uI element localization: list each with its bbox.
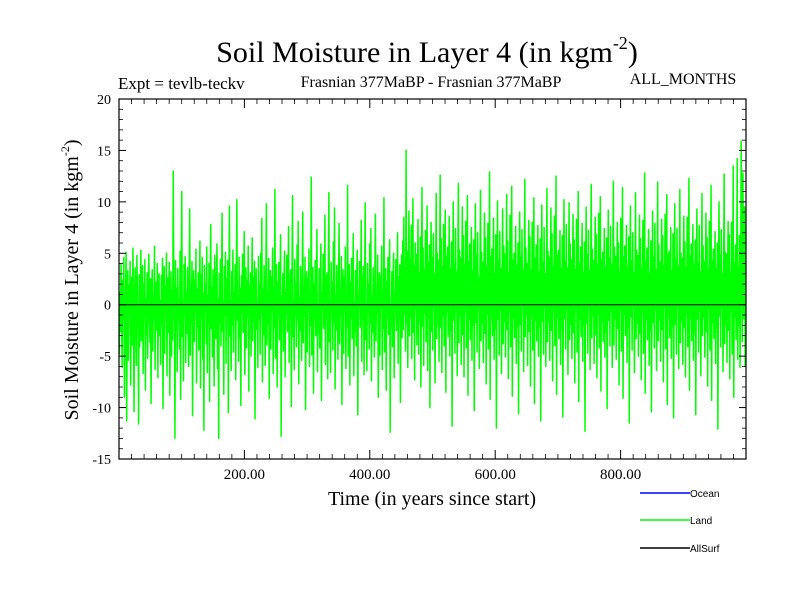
x-tick-label: 200.00 — [224, 467, 265, 483]
legend-label-land: Land — [690, 516, 712, 527]
x-tick-label: 800.00 — [600, 467, 641, 483]
chart-title: Soil Moisture in Layer 4 (in kgm-2) — [216, 33, 638, 69]
y-tick-label: 10 — [97, 196, 111, 211]
x-tick-label: 400.00 — [349, 467, 390, 483]
series-layer — [119, 140, 746, 440]
y-tick-label: -5 — [99, 350, 111, 365]
y-tick-label: -15 — [92, 453, 111, 468]
chart-title-close: ) — [628, 36, 638, 69]
y-tick-label: -10 — [92, 402, 111, 417]
legend: Ocean Land AllSurf — [640, 489, 720, 555]
y-axis-label-close: ) — [61, 139, 83, 146]
chart-title-superscript: -2 — [613, 33, 628, 53]
y-ticks: -15 -10 -5 0 5 10 15 20 — [92, 93, 746, 468]
subtitle-period: Frasnian 377MaBP - Frasnian 377MaBP — [301, 74, 562, 91]
legend-label-allsurf: AllSurf — [690, 544, 720, 555]
chart-title-main: Soil Moisture in Layer 4 (in kgm — [216, 36, 613, 69]
x-ticks: 200.00 400.00 600.00 800.00 — [131, 99, 734, 483]
y-tick-label: 15 — [97, 144, 111, 159]
y-tick-label: 0 — [104, 299, 111, 314]
y-axis-label-main: Soil Moisture in Layer 4 (in kgm — [61, 156, 83, 421]
y-axis-label: Soil Moisture in Layer 4 (in kgm-2) — [58, 139, 83, 420]
y-tick-label: 5 — [104, 247, 111, 262]
subtitle-expt: Expt = tevlb-teckv — [118, 74, 245, 93]
series-line-land — [119, 140, 746, 440]
x-tick-label: 600.00 — [475, 467, 516, 483]
y-tick-label: 20 — [97, 93, 111, 108]
plot-area: -15 -10 -5 0 5 10 15 20 200.00 400.00 600.00 800.0… — [92, 93, 747, 483]
x-axis-label: Time (in years since start) — [328, 488, 536, 510]
subtitle-months: ALL_MONTHS — [630, 71, 737, 88]
y-axis-label-superscript: -2 — [58, 146, 72, 156]
legend-label-ocean: Ocean — [690, 489, 719, 500]
